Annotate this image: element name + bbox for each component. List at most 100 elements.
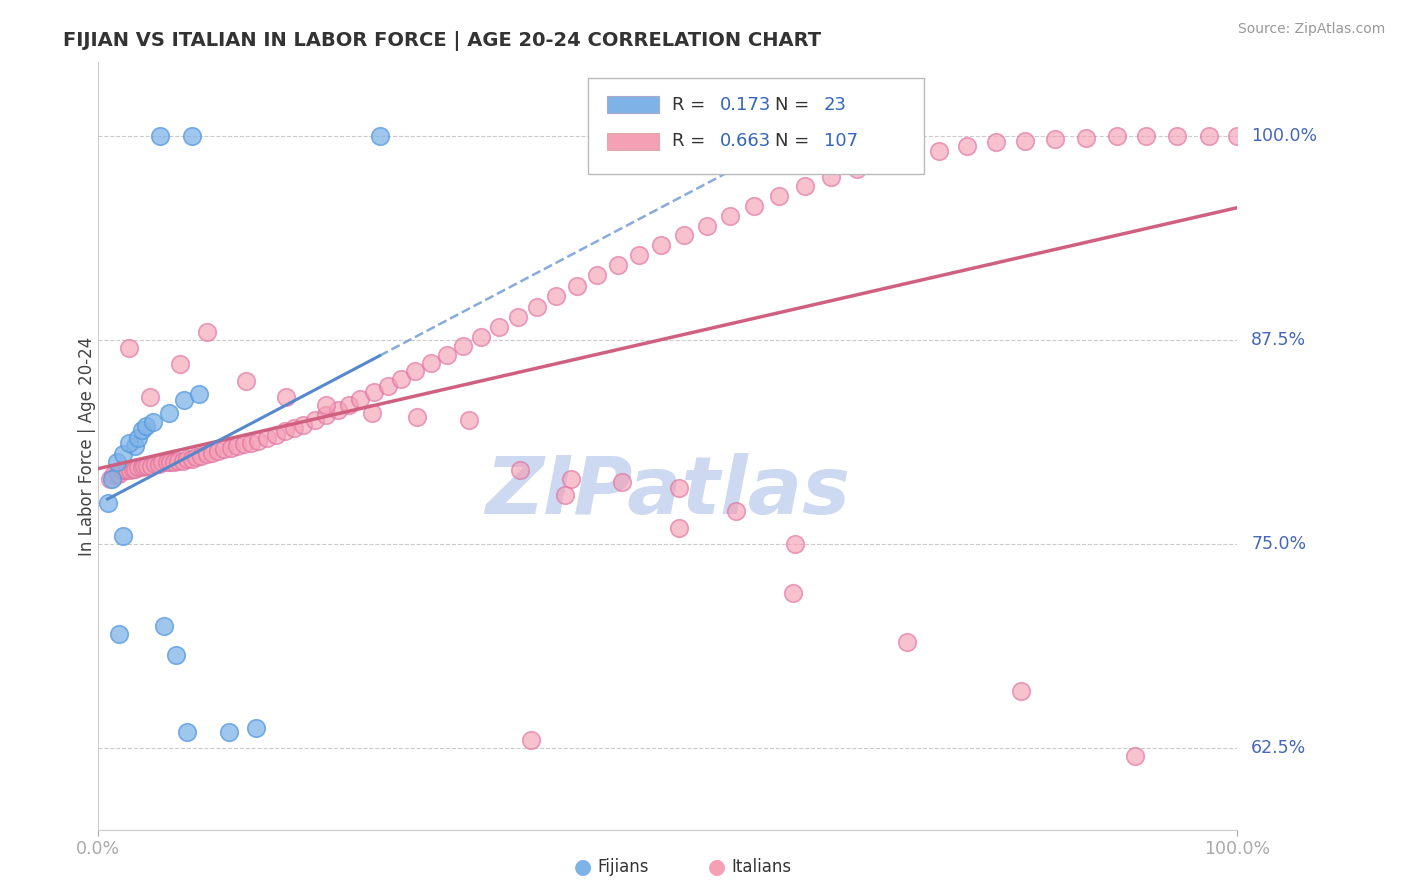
Point — [176, 452, 198, 467]
Point — [233, 437, 256, 451]
Point — [488, 319, 510, 334]
Point — [153, 618, 176, 632]
Text: Fijians: Fijians — [598, 858, 650, 876]
Point — [1010, 683, 1032, 698]
Point — [326, 403, 349, 417]
Point — [984, 136, 1007, 150]
Point — [470, 329, 492, 343]
Point — [420, 356, 443, 370]
Point — [436, 348, 458, 362]
Point — [132, 458, 155, 473]
Point — [180, 128, 202, 143]
Point — [167, 453, 190, 467]
Point — [1226, 128, 1249, 143]
Point — [363, 385, 385, 400]
Point — [124, 439, 146, 453]
Point — [900, 148, 922, 162]
Point — [337, 398, 360, 412]
Point — [212, 442, 235, 457]
Point — [768, 189, 790, 203]
Point — [150, 455, 173, 469]
Text: N =: N = — [775, 132, 815, 151]
Point — [135, 419, 157, 434]
Point — [292, 417, 315, 432]
Text: 100.0%: 100.0% — [1251, 127, 1317, 145]
Point — [124, 462, 146, 476]
Point — [526, 300, 548, 314]
Text: 62.5%: 62.5% — [1251, 739, 1306, 757]
Point — [105, 467, 128, 481]
Text: 23: 23 — [824, 95, 846, 113]
Point — [612, 475, 634, 489]
Point — [785, 537, 807, 551]
Point — [118, 341, 141, 355]
Point — [112, 447, 135, 461]
Point — [274, 425, 297, 439]
Point — [873, 153, 896, 168]
Point — [131, 423, 153, 437]
Point — [256, 431, 278, 445]
Point — [148, 457, 170, 471]
Text: Italians: Italians — [731, 858, 792, 876]
Point — [725, 504, 748, 518]
Point — [98, 472, 121, 486]
Point — [672, 228, 695, 243]
Point — [240, 435, 263, 450]
Point — [169, 358, 191, 372]
Point — [127, 460, 149, 475]
Point — [127, 431, 149, 445]
Point — [628, 248, 651, 262]
Point — [105, 455, 128, 469]
Point — [782, 586, 804, 600]
Point — [315, 408, 337, 422]
Point — [506, 310, 529, 324]
Point — [304, 413, 326, 427]
Point — [108, 467, 131, 481]
Text: 0.663: 0.663 — [720, 132, 772, 151]
Point — [520, 732, 543, 747]
Text: ●: ● — [575, 857, 592, 877]
Point — [406, 409, 429, 424]
Point — [586, 268, 609, 282]
Point — [744, 199, 766, 213]
Text: Source: ZipAtlas.com: Source: ZipAtlas.com — [1237, 22, 1385, 37]
Point — [349, 392, 371, 406]
Point — [276, 390, 298, 404]
Point — [101, 472, 124, 486]
Point — [1135, 128, 1157, 143]
Point — [201, 445, 224, 459]
Text: N =: N = — [775, 95, 815, 113]
Point — [389, 372, 412, 386]
Point — [195, 447, 218, 461]
Text: ●: ● — [709, 857, 725, 877]
Point — [560, 472, 582, 486]
Point — [226, 439, 249, 453]
Point — [956, 138, 979, 153]
Point — [165, 648, 187, 662]
Point — [896, 635, 918, 649]
Point — [96, 496, 118, 510]
Point — [131, 460, 153, 475]
Point — [793, 179, 815, 194]
Point — [377, 378, 399, 392]
Point — [509, 463, 531, 477]
Point — [136, 458, 159, 473]
Point — [283, 421, 305, 435]
Point — [121, 462, 143, 476]
Text: R =: R = — [672, 132, 711, 151]
Point — [172, 453, 194, 467]
Point — [138, 390, 160, 404]
Point — [1043, 132, 1066, 146]
Text: FIJIAN VS ITALIAN IN LABOR FORCE | AGE 20-24 CORRELATION CHART: FIJIAN VS ITALIAN IN LABOR FORCE | AGE 2… — [63, 31, 821, 51]
Point — [1014, 134, 1036, 148]
Point — [139, 458, 162, 473]
Point — [404, 364, 426, 378]
Point — [218, 724, 240, 739]
Point — [246, 434, 269, 449]
Text: ZIPatlas: ZIPatlas — [485, 453, 851, 531]
Point — [149, 128, 172, 143]
Point — [606, 258, 628, 272]
Point — [668, 482, 690, 496]
Point — [112, 463, 135, 477]
Point — [156, 455, 179, 469]
